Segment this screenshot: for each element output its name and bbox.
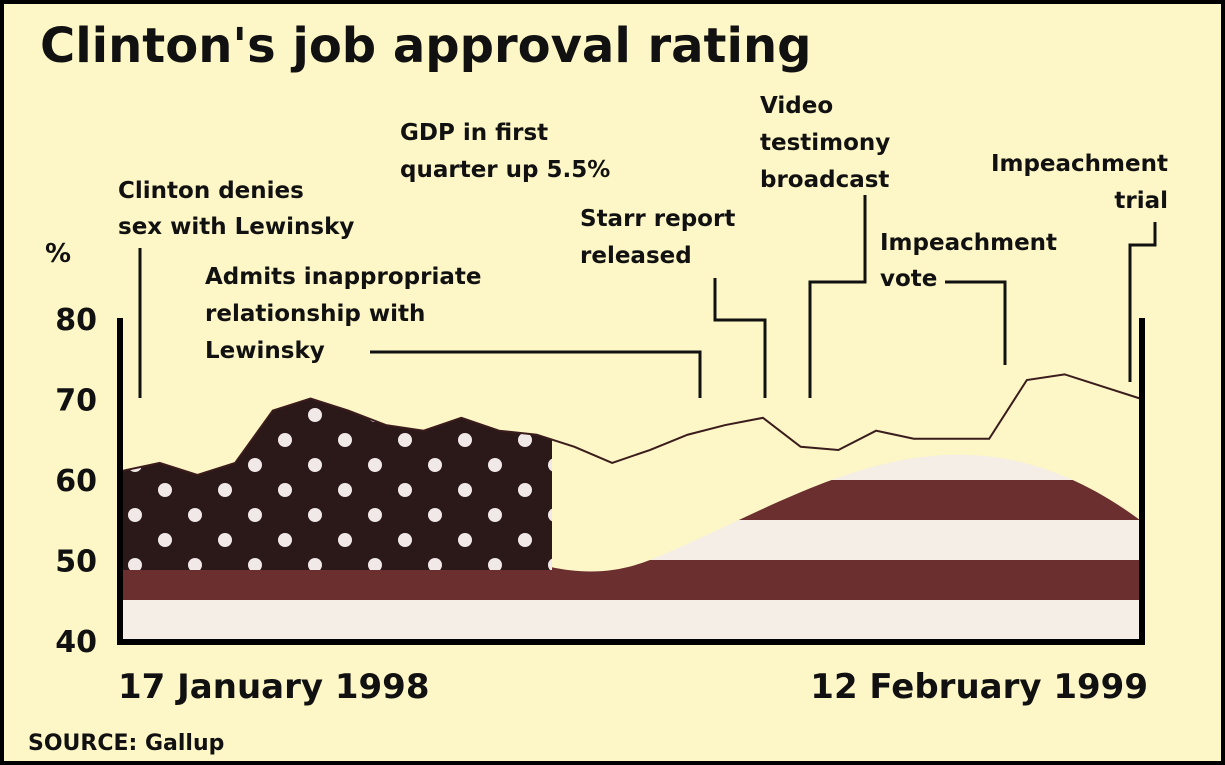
annotation: Lewinsky [205, 338, 325, 364]
annotation: broadcast [760, 167, 889, 193]
annotation: Starr report [580, 206, 735, 232]
x-tick-label: 17 January 1998 [118, 667, 430, 707]
annotation: sex with Lewinsky [118, 214, 354, 240]
annotation: GDP in first [400, 120, 548, 146]
chart: Clinton's job approval rating % SOURCE: … [0, 0, 1225, 765]
y-axis-label: % [45, 239, 71, 269]
annotation: Admits inappropriate [205, 264, 481, 290]
annotation: trial [1114, 188, 1168, 214]
y-tick-label: 50 [55, 545, 97, 580]
annotation: quarter up 5.5% [400, 157, 610, 183]
y-tick-label: 40 [55, 625, 97, 660]
annotation: Video [760, 93, 833, 119]
annotation: Clinton denies [118, 178, 304, 204]
y-tick-label: 70 [55, 384, 97, 419]
annotation: vote [880, 266, 937, 292]
annotation: relationship with [205, 301, 425, 327]
x-tick-label: 12 February 1999 [810, 667, 1148, 707]
frame [2, 2, 1223, 763]
annotation: testimony [760, 130, 890, 156]
annotation: Impeachment [991, 151, 1168, 177]
source: SOURCE: Gallup [28, 731, 224, 756]
y-tick-label: 60 [55, 464, 97, 499]
y-tick-label: 80 [55, 303, 97, 338]
annotation: released [580, 243, 692, 269]
chart-title: Clinton's job approval rating [40, 18, 811, 74]
annotation: Impeachment [880, 230, 1057, 256]
